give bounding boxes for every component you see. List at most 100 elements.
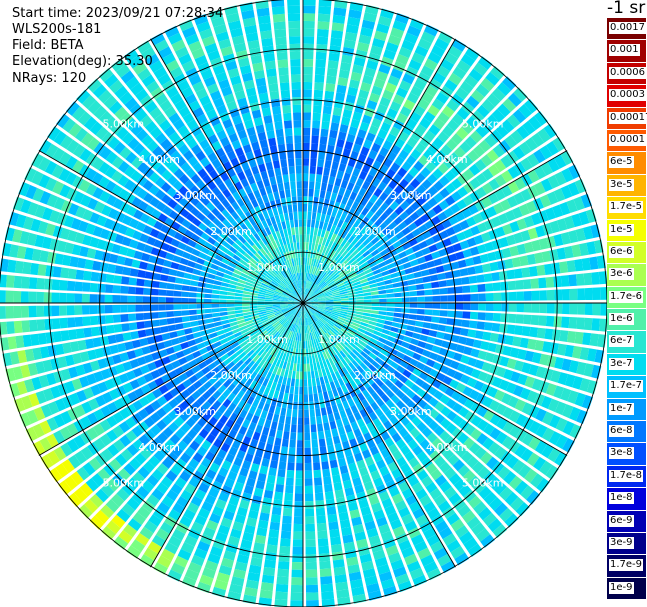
range-gate bbox=[273, 277, 281, 284]
range-gate bbox=[176, 496, 189, 508]
range-gate bbox=[318, 299, 326, 302]
range-gate bbox=[227, 470, 238, 481]
range-gate bbox=[325, 83, 336, 92]
range-gate bbox=[298, 317, 301, 326]
range-gate bbox=[499, 486, 513, 501]
range-gate bbox=[286, 377, 292, 386]
range-gate bbox=[53, 197, 66, 211]
range-gate bbox=[192, 107, 205, 119]
range-gate bbox=[393, 216, 403, 226]
range-gate bbox=[371, 177, 381, 188]
range-gate bbox=[500, 199, 511, 211]
range-gate bbox=[77, 111, 92, 126]
range-gate bbox=[451, 133, 463, 145]
range-gate bbox=[275, 583, 289, 593]
range-gate bbox=[416, 514, 429, 526]
range-gate bbox=[258, 385, 266, 394]
range-gate bbox=[255, 241, 263, 250]
range-gate bbox=[306, 265, 309, 273]
range-gate bbox=[435, 150, 447, 162]
range-gate bbox=[380, 403, 390, 414]
range-gate bbox=[344, 264, 352, 272]
range-gate bbox=[366, 59, 379, 71]
range-gate bbox=[287, 13, 300, 22]
range-gate bbox=[151, 534, 166, 548]
range-gate bbox=[252, 244, 260, 252]
range-gate bbox=[359, 324, 368, 331]
range-gate bbox=[282, 205, 288, 214]
range-gate bbox=[226, 303, 235, 307]
range-gate bbox=[398, 149, 409, 160]
range-gate bbox=[323, 255, 330, 264]
range-gate bbox=[295, 158, 302, 166]
range-gate bbox=[437, 553, 452, 567]
range-gate bbox=[222, 161, 233, 171]
range-gate bbox=[88, 457, 102, 471]
range-gate bbox=[418, 371, 429, 381]
range-gate bbox=[265, 335, 273, 343]
range-gate bbox=[278, 143, 286, 153]
range-gate bbox=[341, 249, 349, 258]
range-gate bbox=[422, 365, 433, 375]
range-gate bbox=[506, 358, 517, 370]
range-gate bbox=[571, 244, 582, 258]
range-gate bbox=[211, 299, 220, 303]
range-gate bbox=[577, 288, 586, 301]
range-gate bbox=[219, 299, 227, 303]
range-gate bbox=[185, 353, 195, 362]
range-gate bbox=[260, 394, 268, 403]
range-gate bbox=[227, 535, 240, 547]
range-gate bbox=[332, 274, 340, 281]
range-gate bbox=[504, 513, 519, 528]
range-gate bbox=[345, 382, 353, 391]
range-gate bbox=[348, 571, 362, 582]
range-gate bbox=[403, 172, 414, 183]
range-gate bbox=[267, 209, 274, 218]
range-gate bbox=[221, 319, 230, 325]
range-gate bbox=[268, 225, 275, 234]
range-gate bbox=[302, 295, 303, 303]
range-gate bbox=[128, 277, 137, 286]
range-gate bbox=[242, 290, 251, 295]
range-gate bbox=[308, 332, 311, 341]
range-gate bbox=[270, 98, 281, 108]
range-gate bbox=[327, 240, 334, 249]
range-gate bbox=[12, 229, 23, 243]
range-gate bbox=[242, 297, 250, 301]
range-gate bbox=[314, 400, 320, 409]
range-gate bbox=[304, 318, 307, 326]
range-gate bbox=[364, 268, 373, 275]
range-gate bbox=[307, 309, 312, 316]
range-gate bbox=[173, 168, 185, 179]
range-gate bbox=[445, 245, 455, 255]
range-gate bbox=[247, 94, 259, 105]
range-gate bbox=[466, 516, 481, 530]
range-gate bbox=[301, 310, 303, 319]
range-gate bbox=[176, 270, 185, 278]
range-gate bbox=[121, 214, 133, 226]
range-gate bbox=[390, 27, 404, 39]
range-gate bbox=[216, 192, 226, 203]
range-gate bbox=[176, 440, 188, 452]
range-gate bbox=[221, 258, 230, 265]
range-gate bbox=[283, 252, 289, 261]
range-gate bbox=[289, 250, 293, 259]
range-gate bbox=[115, 453, 128, 467]
range-gate bbox=[356, 296, 364, 300]
range-gate bbox=[152, 145, 164, 158]
range-gate bbox=[562, 438, 575, 453]
range-gate bbox=[184, 93, 197, 105]
range-gate bbox=[259, 434, 268, 443]
range-gate bbox=[310, 324, 314, 332]
range-gate bbox=[188, 309, 197, 315]
range-gate bbox=[411, 482, 424, 494]
range-gate bbox=[9, 351, 20, 365]
range-gate bbox=[322, 351, 328, 360]
range-gate bbox=[316, 293, 325, 298]
range-gate bbox=[434, 456, 446, 468]
range-gate bbox=[453, 352, 463, 362]
range-gate bbox=[285, 416, 291, 425]
range-gate bbox=[358, 498, 369, 509]
range-gate bbox=[395, 53, 409, 66]
range-gate bbox=[343, 356, 351, 365]
